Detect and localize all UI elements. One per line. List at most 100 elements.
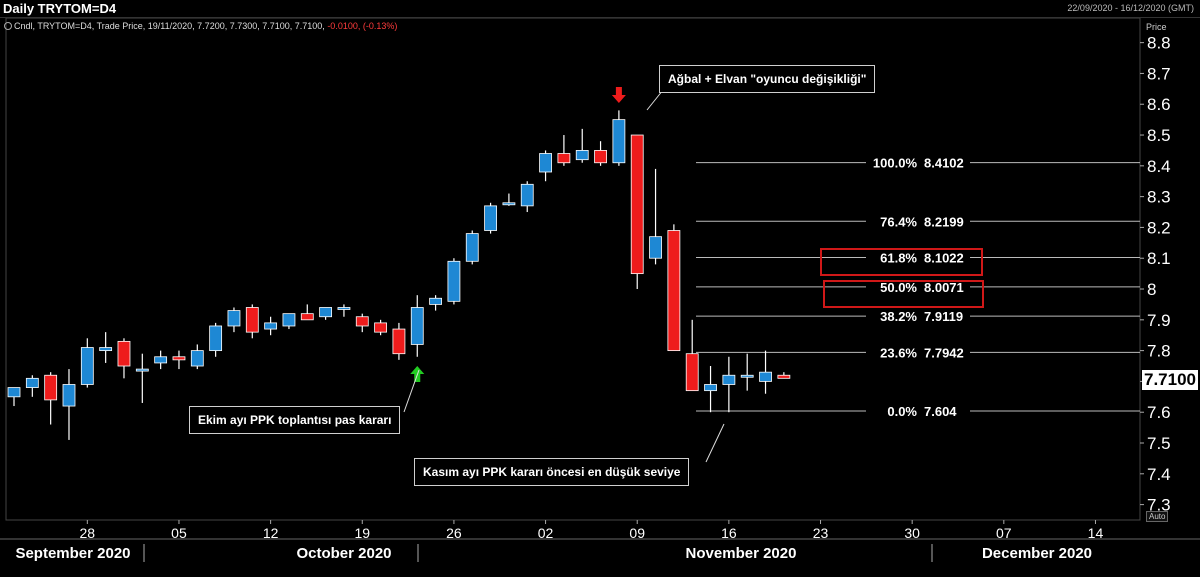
candle-body-up (539, 153, 552, 173)
candlestick-series (7, 110, 791, 440)
series-info-text: Cndl, TRYTOM=D4, Trade Price, 19/11/2020… (14, 21, 325, 31)
candle-body-up (7, 387, 21, 398)
candle (190, 344, 204, 370)
candle-body-up (190, 350, 204, 367)
y-tick-label: 7.5 (1147, 434, 1171, 453)
candle-body-up (740, 374, 754, 378)
candle-body-up (704, 384, 717, 392)
candle (227, 307, 241, 333)
candle (740, 353, 754, 391)
candle (667, 224, 681, 352)
chart-title-bar: Daily TRYTOM=D4 22/09/2020 - 16/12/2020 … (0, 0, 1200, 18)
candle (704, 366, 717, 413)
candle (557, 135, 571, 166)
chart-title: Daily TRYTOM=D4 (3, 1, 117, 16)
fib-label-bg (866, 248, 970, 267)
candle (209, 322, 223, 357)
y-tick-label: 8.5 (1147, 126, 1171, 145)
x-tick-label: 26 (446, 525, 462, 541)
series-change: -0.0100, (-0.13%) (327, 21, 398, 31)
x-tick-label: 19 (354, 525, 370, 541)
chart-grid (0, 17, 1200, 540)
candle (337, 304, 351, 317)
candle-body-down (685, 353, 699, 392)
candle (300, 304, 314, 321)
candle (355, 313, 369, 333)
candle-body-up (502, 202, 516, 206)
candle (374, 319, 388, 336)
x-tick-label: 07 (996, 525, 1012, 541)
fib-level-value: 8.0071 (924, 280, 964, 295)
fib-level-value: 8.4102 (924, 156, 964, 171)
candle (410, 295, 424, 357)
leader-top-event (646, 89, 664, 111)
leader-november-event (705, 423, 725, 463)
candle-body-up (62, 384, 76, 407)
date-axis: 28 05 12 19 26 02 09 16 23 30 07 14 September 2020 Oc… (15, 520, 1103, 562)
fib-level-percent: 50.0% (880, 280, 917, 295)
x-tick-label: 30 (904, 525, 920, 541)
x-tick-label: 09 (629, 525, 645, 541)
candle-body-down (557, 153, 571, 164)
candle (25, 375, 39, 397)
y-tick-label: 7.3 (1147, 496, 1171, 515)
candle (447, 258, 461, 305)
fib-level-percent: 100.0% (873, 156, 918, 171)
x-tick-label: 02 (538, 525, 554, 541)
candle-body-down (44, 374, 58, 401)
fib-label-bg (866, 153, 970, 172)
fib-level-value: 7.604 (924, 404, 957, 419)
candle-body-down (630, 134, 644, 275)
candle (117, 338, 131, 379)
candle-body-up (25, 377, 39, 388)
candle (630, 134, 644, 290)
candle-body-up (154, 356, 168, 364)
candle (575, 128, 589, 163)
candle (520, 181, 534, 213)
candle-body-up (484, 205, 497, 231)
annotation-november-event: Kasım ayı PPK kararı öncesi en düşük sev… (414, 458, 690, 486)
y-tick-label: 7.9 (1147, 311, 1171, 330)
candle (759, 350, 772, 394)
candle (7, 387, 21, 407)
candle-body-up (337, 307, 351, 310)
candle-body-up (410, 307, 424, 345)
candle (777, 372, 791, 379)
candle (282, 313, 296, 330)
candle-body-up (264, 322, 278, 330)
plot-area (5, 17, 1141, 521)
y-tick-label: 8.8 (1147, 34, 1171, 53)
candle (465, 230, 479, 265)
candle-body-down (392, 328, 406, 355)
series-dot-icon (4, 22, 12, 30)
y-tick-label: 8.2 (1147, 218, 1171, 237)
candle (99, 332, 113, 363)
month-label: December 2020 (982, 545, 1092, 562)
fib-level-percent: 0.0% (887, 404, 917, 419)
auto-scale-button[interactable]: Auto (1146, 511, 1169, 522)
y-tick-label: 7.4 (1147, 465, 1171, 484)
fib-level-value: 8.2199 (924, 214, 964, 229)
candle-body-down (245, 307, 259, 333)
candle-body-up (135, 368, 149, 372)
x-tick-label: 14 (1088, 525, 1104, 541)
candle (154, 350, 168, 370)
annotation-october-event: Ekim ayı PPK toplantısı pas kararı (189, 406, 401, 434)
y-tick-label: 8 (1147, 280, 1156, 299)
y-tick-label: 8.1 (1147, 249, 1171, 268)
candle-body-down (777, 374, 791, 379)
candle-body-up (520, 183, 534, 207)
candle-body-down (117, 340, 131, 367)
candle (539, 150, 552, 182)
down-arrow-icon (611, 87, 626, 103)
candle-body-up (99, 347, 113, 352)
candle-body-up (319, 307, 333, 318)
x-tick-label: 05 (171, 525, 187, 541)
fib-level-percent: 38.2% (880, 309, 917, 324)
candle-body-down (594, 150, 607, 164)
x-tick-label: 16 (721, 525, 737, 541)
date-range: 22/09/2020 - 16/12/2020 (GMT) (1067, 3, 1194, 13)
candle (80, 338, 94, 388)
candle (62, 369, 76, 440)
